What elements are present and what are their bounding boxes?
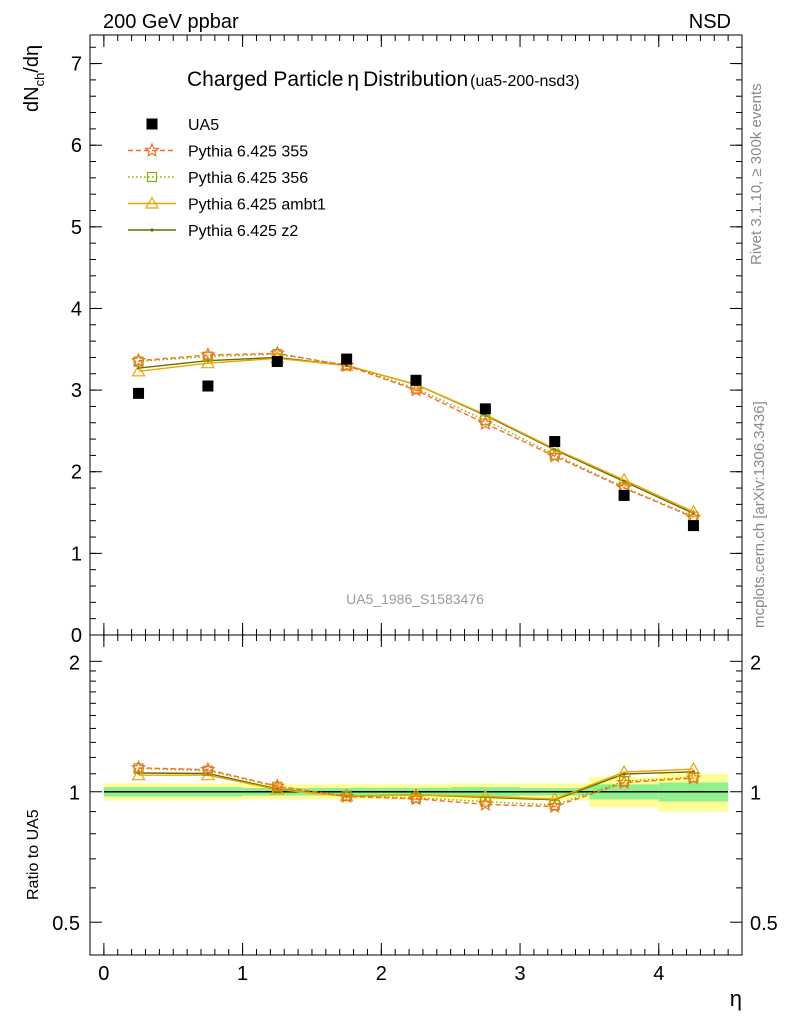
ratio-point — [616, 774, 632, 790]
ratio-point — [685, 770, 702, 785]
ratio-series — [130, 759, 702, 814]
y-tick-label: 6 — [71, 135, 82, 157]
data-point — [202, 380, 214, 392]
ratio-y-tick-label: 2 — [69, 652, 80, 674]
mc-point — [202, 351, 214, 362]
ratio-y-tick-label-right: 1 — [750, 783, 761, 805]
ratio-point — [546, 798, 563, 814]
data-point — [618, 489, 630, 501]
ratio-y-tick-label: 0.5 — [52, 913, 80, 935]
y-axis-label: dNch/dη — [21, 45, 47, 112]
legend-label: Pythia 6.425 z2 — [188, 223, 298, 240]
header-left-label: 200 GeV ppbar — [103, 11, 239, 33]
mc-point — [345, 364, 349, 368]
legend-label: Pythia 6.425 355 — [188, 144, 308, 161]
ratio-y-tick-label-right: 0.5 — [750, 913, 778, 935]
mc-point — [546, 448, 563, 463]
y-axis-label-rest: /d — [21, 56, 43, 73]
title-suffix: Distribution — [363, 68, 468, 91]
ratio-ticks: 0.5 0.5 1 1 2 2 0 1 2 3 4 — [52, 635, 778, 985]
watermark: UA5_1986_S1583476 — [346, 591, 484, 607]
series-line — [138, 353, 694, 518]
series-line — [138, 352, 694, 519]
mc-point — [131, 364, 146, 377]
ratio-series-line — [138, 767, 694, 806]
y-tick-label: 4 — [71, 298, 82, 320]
mc-point — [617, 472, 632, 485]
mcplots-label: mcplots.cern.ch [arXiv:1306.3436] — [751, 401, 768, 628]
main-ticks: 0 1 2 3 4 5 6 7 — [71, 35, 742, 647]
ratio-series-line — [138, 767, 694, 808]
ratio-point — [269, 778, 285, 793]
y-axis-label-eta: η — [21, 45, 43, 56]
title-eta-symbol: η — [347, 68, 359, 91]
y-tick-label: 0 — [71, 625, 82, 647]
title-text: Charged Particle — [187, 68, 343, 91]
ratio-y-axis-label: Ratio to UA5 — [25, 809, 42, 900]
ratio-point — [408, 790, 424, 806]
header-right-label: NSD — [689, 11, 731, 33]
mc-point — [477, 415, 493, 431]
main-series — [130, 345, 702, 532]
y-tick-label: 3 — [71, 380, 82, 402]
mc-point — [339, 358, 354, 371]
ratio-point — [131, 767, 146, 781]
rivet-label: Rivet 3.1.10, ≥ 300k events — [748, 83, 765, 265]
mc-point — [408, 382, 424, 397]
ratio-y-tick-label: 1 — [69, 783, 80, 805]
mc-point — [133, 356, 144, 367]
legend-marker — [146, 171, 158, 183]
mc-point — [200, 346, 216, 362]
legend-marker — [146, 118, 158, 130]
data-point — [687, 520, 699, 532]
legend: UA5 Pythia 6.425 355 Pythia 6.425 356 Pythi… — [128, 117, 326, 240]
ratio-frame — [89, 634, 743, 956]
x-tick-label: 4 — [653, 963, 664, 985]
ratio-panel: 0.5 0.5 1 1 2 2 0 1 2 3 4 Ratio to UA5 η — [25, 634, 778, 1011]
data-point — [479, 403, 491, 415]
y-tick-label: 1 — [71, 543, 82, 565]
data-point — [271, 356, 283, 368]
ratio-y-tick-label-right: 2 — [750, 652, 761, 674]
x-tick-label: 1 — [237, 963, 248, 985]
legend-marker — [144, 196, 160, 209]
ratio-point — [130, 759, 147, 775]
x-axis-label: η — [730, 986, 742, 1011]
y-axis-label-sub: ch — [32, 73, 47, 87]
data-point — [133, 387, 145, 399]
legend-label: UA5 — [188, 117, 219, 134]
legend-label: Pythia 6.425 ambt1 — [188, 197, 326, 214]
mc-point — [686, 504, 701, 517]
legend-marker — [144, 142, 160, 158]
data-point — [341, 353, 353, 365]
ratio-point — [622, 772, 626, 776]
y-tick-label: 7 — [71, 54, 82, 76]
legend-marker — [150, 228, 154, 232]
legend-label: Pythia 6.425 356 — [188, 170, 308, 187]
mc-point — [200, 355, 215, 369]
data-point — [549, 436, 561, 448]
mc-point — [547, 441, 562, 454]
ratio-point — [686, 761, 701, 775]
mc-point — [130, 352, 147, 368]
y-tick-label: 2 — [71, 462, 82, 484]
ratio-point — [339, 788, 355, 804]
ratio-point — [200, 761, 216, 777]
main-title: Charged Particle η Distribution (ua5-200-ns… — [187, 68, 580, 91]
x-tick-label: 2 — [376, 963, 387, 985]
x-tick-label: 3 — [514, 963, 525, 985]
ratio-series-line — [138, 768, 694, 800]
ratio-point — [547, 791, 562, 805]
data-point — [410, 374, 422, 386]
title-subtitle: (ua5-200-nsd3) — [470, 73, 579, 90]
x-tick-label: 0 — [98, 963, 109, 985]
y-tick-label: 5 — [71, 217, 82, 239]
ratio-point — [477, 796, 493, 812]
